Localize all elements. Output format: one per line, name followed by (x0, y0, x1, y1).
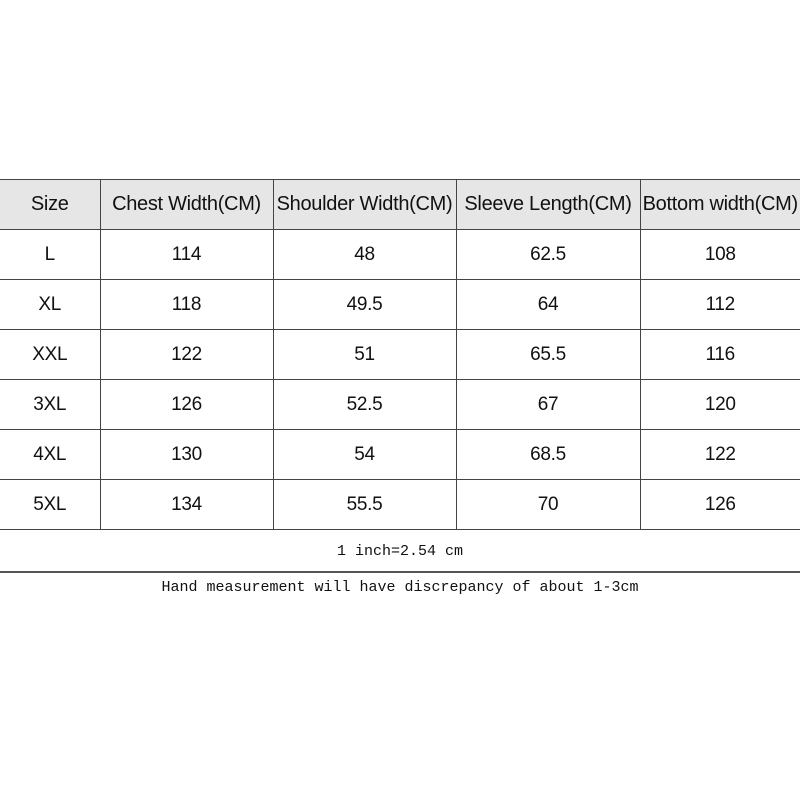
cell-bottom-width: 122 (639, 429, 800, 480)
cell-bottom-width: 126 (639, 479, 800, 530)
cell-chest-width: 134 (99, 479, 274, 530)
cell-sleeve-length: 68.5 (455, 429, 641, 480)
cell-sleeve-length: 62.5 (455, 229, 641, 280)
cell-shoulder-width: 48 (272, 229, 457, 280)
table-row: XXL 122 51 65.5 116 (0, 329, 800, 380)
cell-sleeve-length: 65.5 (455, 329, 641, 380)
cell-chest-width: 114 (99, 229, 274, 280)
cell-shoulder-width: 52.5 (272, 379, 457, 430)
cell-size: L (0, 229, 101, 280)
cell-sleeve-length: 70 (455, 479, 641, 530)
cell-size: XL (0, 279, 101, 330)
table-row: 4XL 130 54 68.5 122 (0, 429, 800, 480)
cell-size: 3XL (0, 379, 101, 430)
cell-size: XXL (0, 329, 101, 380)
cell-bottom-width: 108 (639, 229, 800, 280)
conversion-note: 1 inch=2.54 cm (0, 533, 800, 573)
cell-bottom-width: 112 (639, 279, 800, 330)
cell-size: 4XL (0, 429, 101, 480)
cell-chest-width: 126 (99, 379, 274, 430)
cell-shoulder-width: 49.5 (272, 279, 457, 330)
cell-chest-width: 122 (99, 329, 274, 380)
table-row: XL 118 49.5 64 112 (0, 279, 800, 330)
cell-shoulder-width: 51 (272, 329, 457, 380)
cell-bottom-width: 120 (639, 379, 800, 430)
header-row: Size Chest Width(CM) Shoulder Width(CM) … (0, 179, 800, 230)
header-bottom-width: Bottom width(CM) (639, 179, 800, 230)
header-size: Size (0, 179, 101, 230)
table-row: L 114 48 62.5 108 (0, 229, 800, 280)
header-chest-width: Chest Width(CM) (99, 179, 274, 230)
header-sleeve-length: Sleeve Length(CM) (455, 179, 641, 230)
table-row: 5XL 134 55.5 70 126 (0, 479, 800, 530)
cell-chest-width: 130 (99, 429, 274, 480)
cell-shoulder-width: 55.5 (272, 479, 457, 530)
cell-shoulder-width: 54 (272, 429, 457, 480)
cell-sleeve-length: 67 (455, 379, 641, 430)
header-shoulder-width: Shoulder Width(CM) (272, 179, 457, 230)
disclaimer-note: Hand measurement will have discrepancy o… (161, 579, 639, 596)
cell-sleeve-length: 64 (455, 279, 641, 330)
cell-bottom-width: 116 (639, 329, 800, 380)
table-row: 3XL 126 52.5 67 120 (0, 379, 800, 430)
size-chart-table: Size Chest Width(CM) Shoulder Width(CM) … (0, 179, 800, 530)
cell-size: 5XL (0, 479, 101, 530)
cell-chest-width: 118 (99, 279, 274, 330)
